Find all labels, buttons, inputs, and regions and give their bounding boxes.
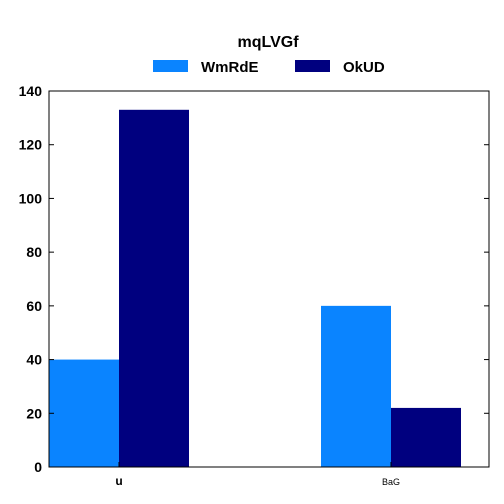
bar-WmRdE-BaG (321, 305, 391, 467)
x-tick-label-u: u (115, 474, 122, 488)
y-tick-label-120: 120 (19, 137, 43, 153)
legend-swatch-WmRdE (153, 60, 188, 72)
x-tick-label-BaG: BaG (382, 477, 400, 487)
bars (49, 109, 461, 468)
bar-OkUD-BaG (391, 407, 461, 467)
y-tick-label-40: 40 (26, 352, 42, 368)
legend: WmRdE OkUD (153, 59, 385, 76)
plot-frame (48, 90, 490, 468)
y-tick-label-140: 140 (19, 83, 43, 99)
y-tick-label-20: 20 (26, 405, 42, 421)
y-tick-label-80: 80 (26, 244, 42, 260)
legend-label-OkUD: OkUD (343, 59, 385, 76)
y-tick-label-60: 60 (26, 298, 42, 314)
y-tick-label-100: 100 (19, 190, 43, 206)
legend-swatch-OkUD (295, 60, 330, 72)
y-axis: 0 20 40 60 80 100 120 140 (19, 83, 489, 475)
chart-title: mqLVGf (237, 34, 299, 51)
legend-label-WmRdE: WmRdE (201, 59, 259, 76)
y-tick-label-0: 0 (34, 459, 42, 475)
bar-OkUD-u (119, 109, 189, 468)
x-axis: u BaG (115, 462, 400, 488)
bar-WmRdE-u (49, 359, 119, 467)
